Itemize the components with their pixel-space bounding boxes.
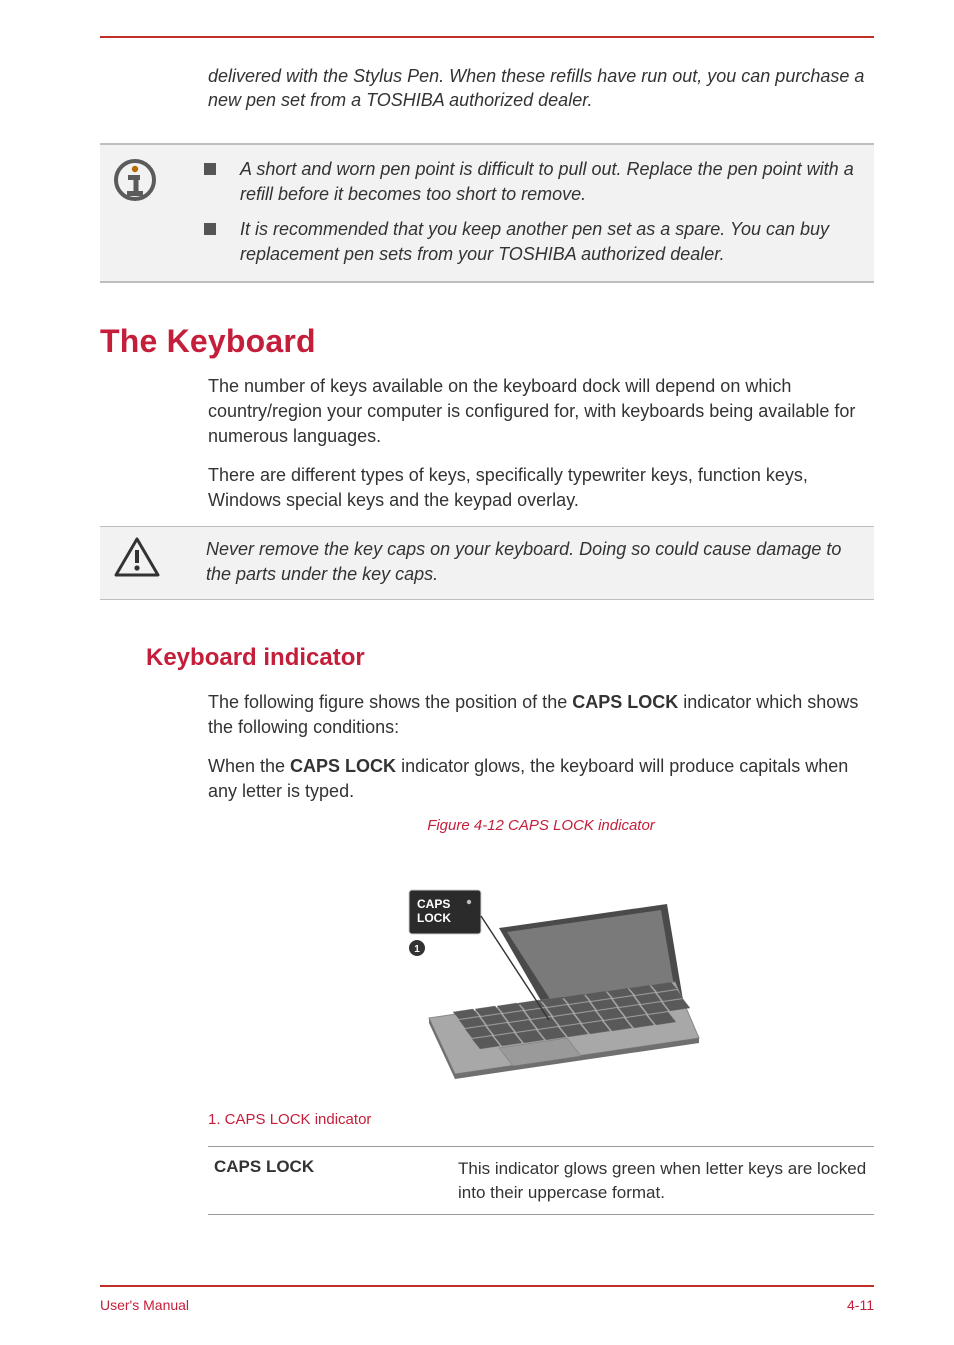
note-icon-col: [114, 157, 194, 206]
warn-icon-col: [114, 537, 192, 582]
description: This indicator glows green when letter k…: [458, 1157, 874, 1204]
top-rule: [100, 36, 874, 38]
paragraph: There are different types of keys, speci…: [208, 463, 874, 513]
note-item: It is recommended that you keep another …: [204, 217, 860, 267]
note-box: A short and worn pen point is difficult …: [100, 143, 874, 284]
subsection-body: The following figure shows the position …: [208, 690, 874, 1085]
intro-text: delivered with the Stylus Pen. When thes…: [208, 64, 874, 113]
note-item: A short and worn pen point is difficult …: [204, 157, 860, 207]
definition-table: CAPS LOCK This indicator glows green whe…: [208, 1146, 874, 1215]
figure-legend: 1. CAPS LOCK indicator: [208, 1111, 874, 1128]
term: CAPS LOCK: [208, 1157, 458, 1204]
paragraph: The number of keys available on the keyb…: [208, 374, 874, 448]
section-heading: The Keyboard: [100, 323, 874, 360]
footer-left: User's Manual: [100, 1297, 189, 1313]
figure-caption: Figure 4-12 CAPS LOCK indicator: [208, 817, 874, 834]
warning-text: Never remove the key caps on your keyboa…: [192, 537, 860, 587]
section-body: The number of keys available on the keyb…: [208, 374, 874, 512]
content-area: delivered with the Stylus Pen. When thes…: [100, 64, 874, 1215]
warning-icon: [114, 537, 160, 582]
page: delivered with the Stylus Pen. When thes…: [0, 0, 954, 1345]
note-item-text: A short and worn pen point is difficult …: [240, 157, 860, 207]
info-icon: [114, 159, 156, 206]
table-row: CAPS LOCK This indicator glows green whe…: [208, 1147, 874, 1214]
note-item-text: It is recommended that you keep another …: [240, 217, 860, 267]
warning-box: Never remove the key caps on your keyboa…: [100, 526, 874, 600]
bold-text: CAPS LOCK: [572, 692, 678, 712]
note-list: A short and worn pen point is difficult …: [194, 157, 860, 268]
footer: User's Manual 4-11: [100, 1285, 874, 1313]
svg-text:1: 1: [414, 944, 420, 955]
footer-right: 4-11: [847, 1297, 874, 1313]
square-bullet-icon: [204, 163, 216, 175]
figure-wrap: CAPS LOCK 1: [208, 850, 874, 1085]
paragraph: The following figure shows the position …: [208, 690, 874, 740]
svg-text:CAPS: CAPS: [417, 897, 450, 911]
text: When the: [208, 756, 290, 776]
svg-text:LOCK: LOCK: [417, 911, 451, 925]
square-bullet-icon: [204, 223, 216, 235]
text: The following figure shows the position …: [208, 692, 572, 712]
subsection-heading: Keyboard indicator: [146, 644, 874, 672]
paragraph: When the CAPS LOCK indicator glows, the …: [208, 754, 874, 804]
bold-text: CAPS LOCK: [290, 756, 396, 776]
intro-block: delivered with the Stylus Pen. When thes…: [208, 64, 874, 113]
laptop-diagram: CAPS LOCK 1: [381, 850, 701, 1085]
